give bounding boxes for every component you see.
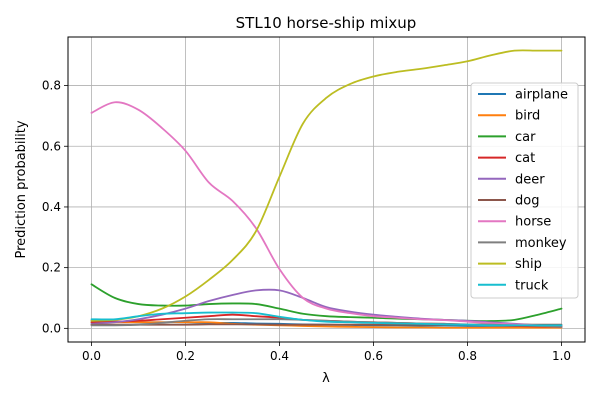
- plot-frame: [67, 36, 586, 343]
- y-tick-label: 0.6: [42, 139, 61, 153]
- legend-label-dog: dog: [515, 194, 539, 209]
- legend-label-monkey: monkey: [515, 236, 567, 251]
- x-axis: 0.0 0.2 0.4 0.6 0.8 1.0: [82, 342, 571, 363]
- y-axis-label: Prediction probability: [14, 120, 29, 258]
- series-lines: [90, 49, 563, 329]
- x-axis-label: λ: [322, 371, 330, 386]
- series-line-truck: [90, 311, 563, 327]
- legend-label-cat: cat: [515, 151, 535, 166]
- legend-label-truck: truck: [515, 278, 549, 293]
- x-tick-label: 0.6: [364, 349, 383, 363]
- y-tick-label: 0.4: [42, 200, 61, 214]
- legend: airplane bird car cat deer dog horse monkey ship…: [470, 82, 579, 299]
- legend-label-deer: deer: [515, 172, 545, 187]
- x-tick-label: 0.2: [176, 349, 195, 363]
- x-tick-label: 0.8: [458, 349, 477, 363]
- y-axis: 0.0 0.2 0.4 0.6 0.8: [42, 79, 68, 335]
- x-tick-label: 0.4: [270, 349, 289, 363]
- legend-label-car: car: [515, 130, 536, 145]
- legend-label-bird: bird: [515, 109, 540, 124]
- y-tick-label: 0.0: [42, 321, 61, 335]
- y-tick-label: 0.2: [42, 261, 61, 275]
- x-tick-label: 1.0: [552, 349, 571, 363]
- legend-label-ship: ship: [515, 257, 542, 272]
- series-line-horse: [90, 101, 563, 327]
- series-line-ship: [90, 49, 563, 322]
- legend-label-airplane: airplane: [515, 88, 568, 103]
- chart-title: STL10 horse-ship mixup: [236, 14, 417, 32]
- y-tick-label: 0.8: [42, 79, 61, 93]
- legend-label-horse: horse: [515, 215, 551, 230]
- x-tick-label: 0.0: [82, 349, 101, 363]
